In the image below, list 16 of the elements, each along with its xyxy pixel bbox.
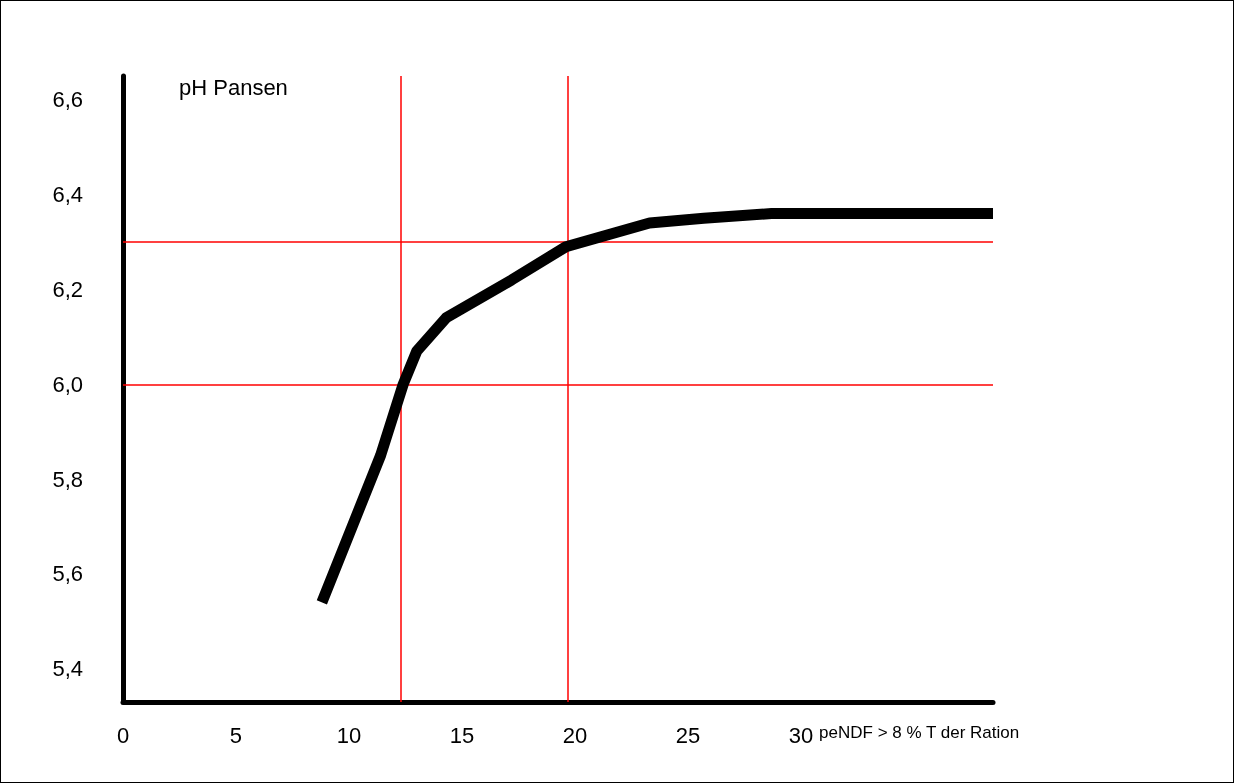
x-tick-label: 25 (675, 722, 701, 748)
x-tick-label: 20 (562, 722, 588, 748)
y-tick-label: 5,4 (52, 656, 83, 682)
x-tick-label: 5 (229, 722, 243, 748)
x-tick-label: 15 (449, 722, 475, 748)
x-tick-label: 30 (788, 722, 814, 748)
y-axis-title: pH Pansen (179, 74, 288, 100)
y-tick-label: 6,6 (52, 87, 83, 113)
y-tick-label: 6,4 (52, 182, 83, 208)
x-tick-label: 0 (116, 722, 130, 748)
y-tick-label: 5,8 (52, 466, 83, 492)
x-tick-label: 10 (336, 722, 362, 748)
y-tick-label: 5,6 (52, 561, 83, 587)
y-tick-label: 6,0 (52, 371, 83, 397)
x-axis-title: peNDF > 8 % T der Ration (819, 723, 1020, 742)
y-tick-label: 6,2 (52, 276, 83, 302)
